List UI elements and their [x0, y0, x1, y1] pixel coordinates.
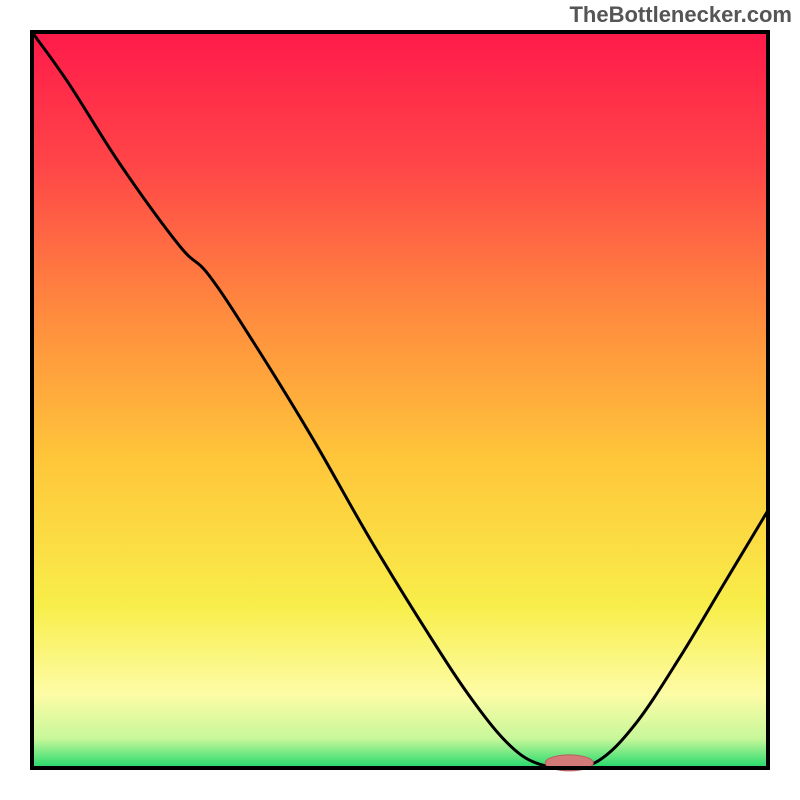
bottleneck-chart: [0, 0, 800, 800]
chart-container: TheBottlenecker.com: [0, 0, 800, 800]
plot-background: [32, 32, 768, 768]
